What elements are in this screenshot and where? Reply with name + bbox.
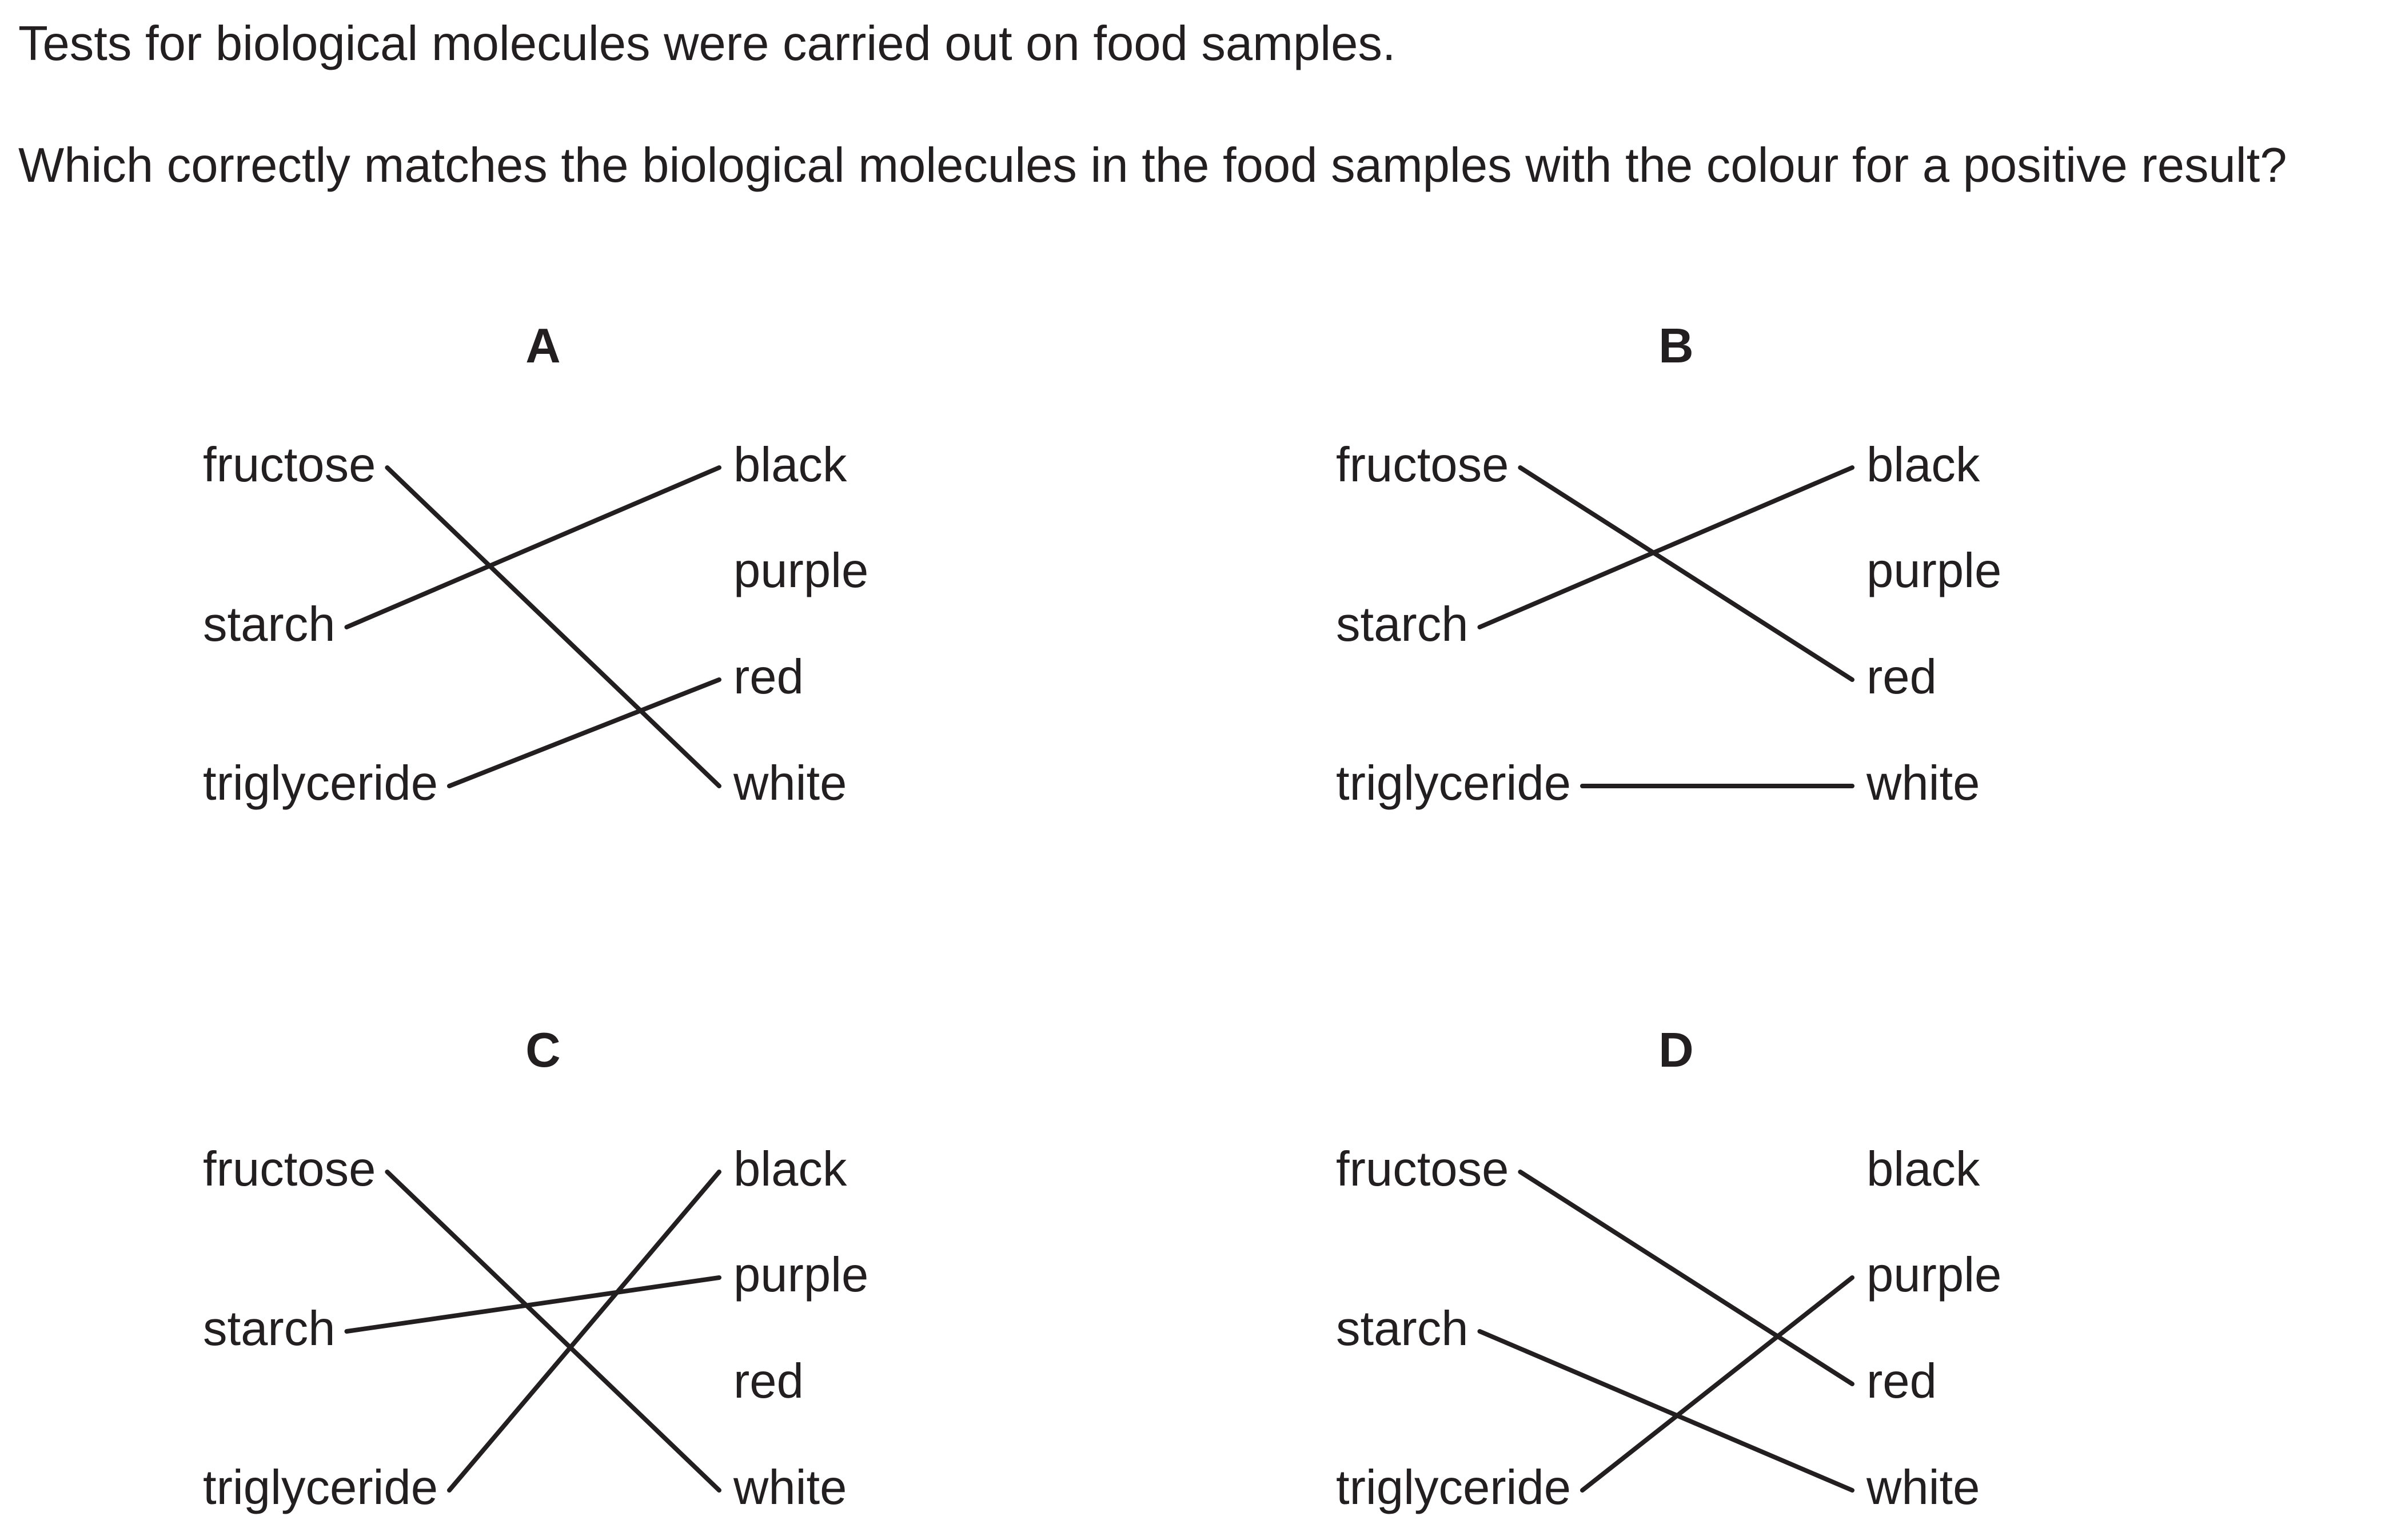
colour-red: red [733, 1354, 804, 1409]
colour-purple: purple [1866, 544, 2001, 598]
molecule-triglyceride: triglyceride [1336, 756, 1571, 811]
molecule-triglyceride: triglyceride [203, 756, 438, 811]
molecule-fructose: fructose [1336, 1142, 1509, 1196]
option-letter: A [525, 319, 560, 373]
colour-purple: purple [733, 544, 868, 598]
molecule-triglyceride: triglyceride [203, 1461, 438, 1515]
colour-red: red [1866, 650, 1937, 704]
match-line-fructose-red [1518, 465, 1854, 682]
molecule-starch: starch [1336, 597, 1468, 652]
colour-red: red [1866, 1354, 1937, 1409]
colour-white: white [733, 756, 847, 811]
molecule-starch: starch [203, 1302, 335, 1356]
question-stem: Which correctly matches the biological m… [18, 138, 2287, 193]
colour-white: white [1866, 756, 1980, 811]
molecule-triglyceride: triglyceride [1336, 1461, 1571, 1515]
match-line-starch-black [1477, 465, 1854, 629]
colour-black: black [1866, 1142, 1980, 1196]
colour-white: white [1866, 1461, 1980, 1515]
colour-purple: purple [733, 1248, 868, 1302]
option-letter: C [525, 1023, 560, 1078]
match-line-fructose-red [1518, 1170, 1854, 1386]
molecule-fructose: fructose [203, 1142, 376, 1196]
colour-black: black [733, 1142, 847, 1196]
match-line-triglyceride-red [446, 677, 721, 788]
molecule-fructose: fructose [203, 438, 376, 492]
colour-black: black [733, 438, 847, 492]
match-line-triglyceride-black [446, 1170, 721, 1493]
option-letter: B [1658, 319, 1693, 373]
question-intro: Tests for biological molecules were carr… [18, 17, 1396, 71]
molecule-fructose: fructose [1336, 438, 1509, 492]
match-line-fructose-white [385, 465, 721, 788]
match-line-fructose-white [385, 1170, 721, 1493]
option-letter: D [1658, 1023, 1693, 1078]
colour-red: red [733, 650, 804, 704]
match-line-triglyceride-purple [1580, 1275, 1854, 1493]
match-line-starch-black [344, 465, 721, 629]
molecule-starch: starch [1336, 1302, 1468, 1356]
colour-black: black [1866, 438, 1980, 492]
match-line-starch-white [1477, 1329, 1854, 1493]
colour-purple: purple [1866, 1248, 2001, 1302]
match-line-starch-purple [344, 1275, 721, 1334]
molecule-starch: starch [203, 597, 335, 652]
colour-white: white [733, 1461, 847, 1515]
